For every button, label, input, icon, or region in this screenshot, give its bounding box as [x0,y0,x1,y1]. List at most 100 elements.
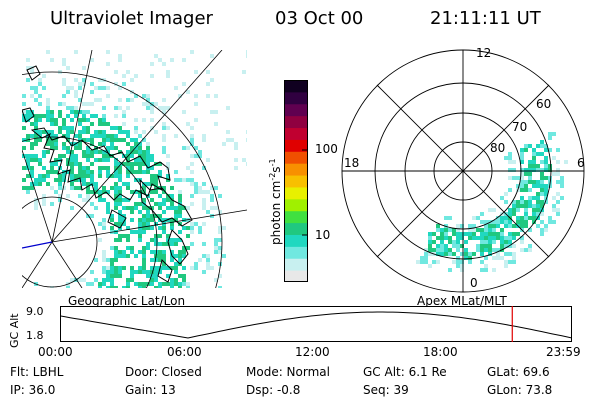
geo-pixel [114,222,118,226]
geo-pixel [130,190,134,194]
geo-pixel [54,170,58,174]
geo-pixel [118,270,122,274]
polar-pixel [416,260,420,264]
polar-pixel [484,220,488,224]
geo-pixel [78,170,82,174]
geo-pixel [66,66,70,70]
geo-pixel [142,254,146,258]
polar-pixel [540,144,544,148]
polar-pixel [552,196,556,200]
geo-pixel [46,106,50,110]
geo-pixel [86,158,90,162]
geo-pixel [106,86,110,90]
polar-pixel [520,172,524,176]
geo-pixel [86,186,90,190]
geo-pixel [58,102,62,106]
polar-pixel [456,228,460,232]
geo-pixel [118,234,122,238]
polar-pixel [440,252,444,256]
geo-pixel [102,278,106,282]
polar-pixel [428,236,432,240]
geo-pixel [106,174,110,178]
geo-pixel [62,118,66,122]
polar-pixel [480,244,484,248]
geo-pixel [138,166,142,170]
geo-pixel [170,278,174,282]
geo-pixel [206,254,210,258]
geo-pixel [98,142,102,146]
geo-pixel [134,206,138,210]
status-glon: GLon: 73.8 [487,383,553,397]
polar-pixel [504,200,508,204]
geo-pixel [90,90,94,94]
geo-pixel [42,194,46,198]
geo-pixel [66,158,70,162]
geo-pixel [162,226,166,230]
geo-pixel [206,70,210,74]
geo-pixel [34,154,38,158]
polar-pixel [556,168,560,172]
geo-pixel [134,202,138,206]
polar-pixel [532,156,536,160]
polar-pixel [544,228,548,232]
polar-pixel [452,240,456,244]
geo-pixel [118,274,122,278]
polar-pixel [508,160,512,164]
geo-pixel [34,122,38,126]
geo-pixel [146,158,150,162]
status-mode: Mode: Normal [246,365,330,379]
geo-pixel [122,214,126,218]
polar-pixel [544,176,548,180]
polar-pixel [520,184,524,188]
polar-pixel [456,240,460,244]
geo-pixel [174,254,178,258]
geo-pixel [146,226,150,230]
polar-pixel [468,236,472,240]
geo-pixel [246,138,247,142]
geo-pixel [226,138,230,142]
geo-pixel [110,286,114,288]
geo-pixel [94,278,98,282]
geo-pixel [122,206,126,210]
polar-pixel [496,232,500,236]
geo-pixel [138,134,142,138]
polar-pixel [540,188,544,192]
geo-pixel [42,178,46,182]
geo-pixel [114,146,118,150]
polar-pixel [460,252,464,256]
lat-label-70: 70 [512,120,528,134]
geo-pixel [242,70,246,74]
geo-pixel [82,78,86,82]
geo-pixel [214,278,218,282]
polar-pixel [532,204,536,208]
geo-pixel [178,282,182,286]
geo-pixel [78,166,82,170]
geo-pixel [178,178,182,182]
geo-pixel [82,66,86,70]
geo-pixel [126,134,130,138]
geo-pixel [126,234,130,238]
geo-pixel [186,226,190,230]
geo-pixel [178,210,182,214]
geo-pixel [50,202,54,206]
polar-pixel [488,248,492,252]
geo-pixel [62,62,66,66]
geo-pixel [54,142,58,146]
geo-pixel [22,146,26,150]
mlt-label-12: 12 [476,46,492,60]
polar-pixel [488,244,492,248]
geo-pixel [194,186,198,190]
polar-pixel [440,228,444,232]
geo-pixel [214,206,218,210]
geo-pixel [234,142,238,146]
geo-pixel [86,190,90,194]
geo-pixel [98,166,102,170]
geo-pixel [194,118,198,122]
geo-pixel [154,190,158,194]
geo-pixel [222,142,226,146]
geo-pixel [114,266,118,270]
geo-pixel [166,198,170,202]
polar-pixel [540,152,544,156]
polar-pixel [492,248,496,252]
polar-pixel [428,240,432,244]
